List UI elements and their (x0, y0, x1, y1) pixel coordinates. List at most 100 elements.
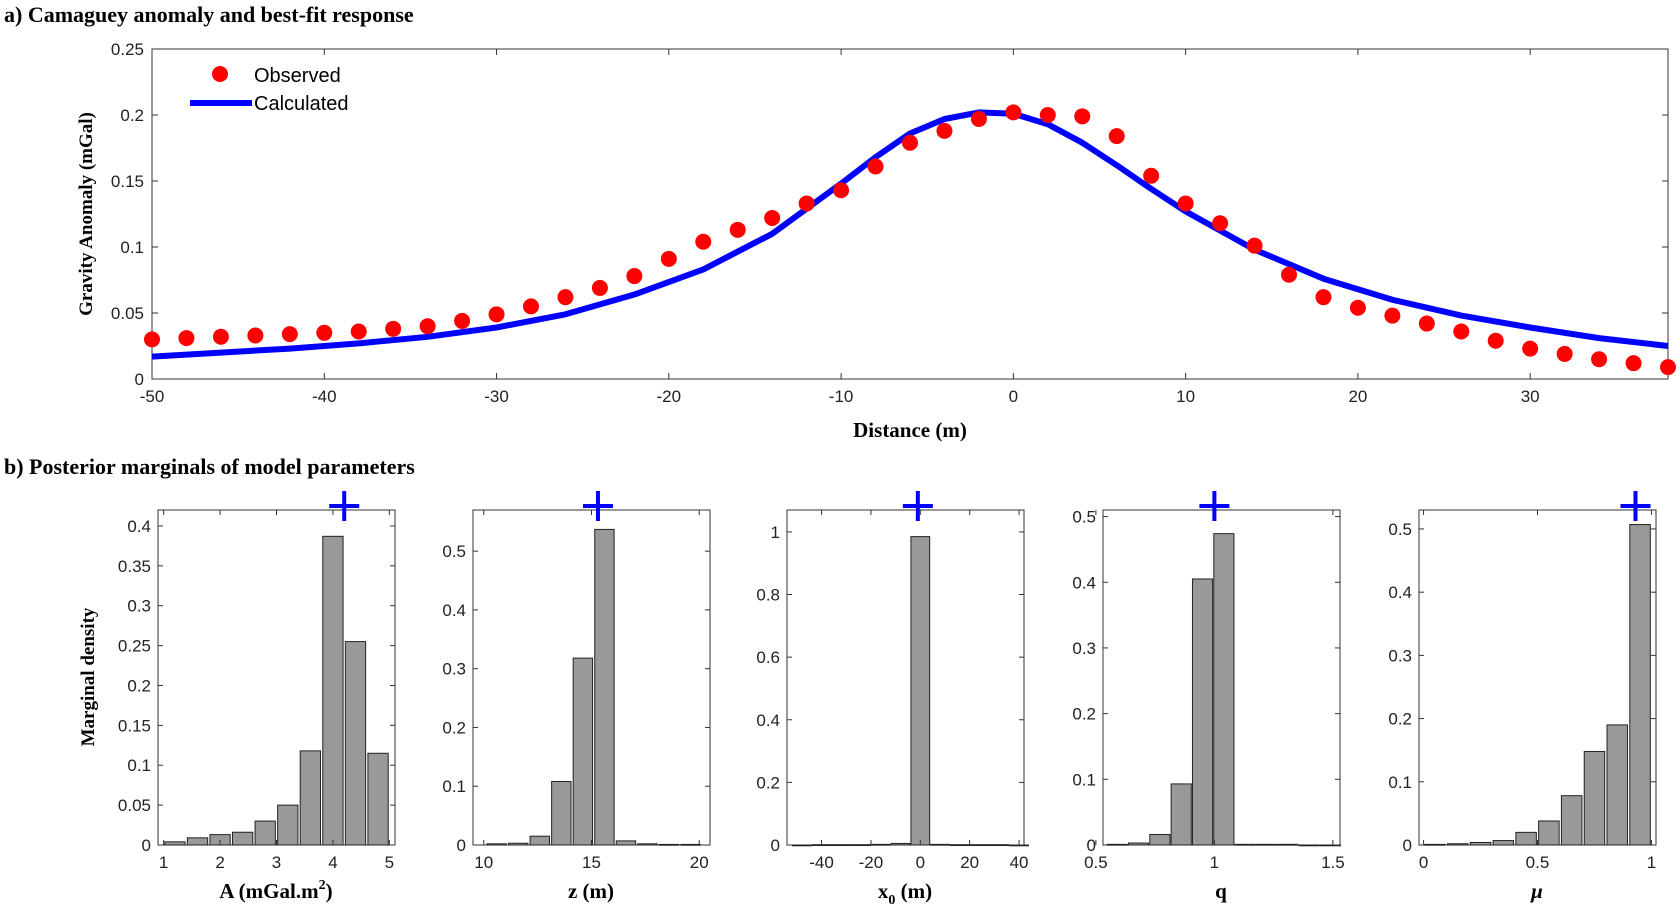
observed-point (1246, 237, 1263, 254)
x-tick-label: 30 (1521, 387, 1540, 406)
subplot-q: q 0.5 1 1.5 0 0.1 0.2 0.3 0.4 0.5 (1072, 491, 1345, 903)
y-tick-label: 0.3 (1388, 646, 1412, 665)
observed-point (1625, 355, 1642, 372)
x-tick-label: 1 (1647, 853, 1656, 872)
y-tick-label: 0.4 (1072, 573, 1096, 592)
histogram-bar (1213, 533, 1235, 846)
best-fit-plus-marker (582, 491, 613, 521)
y-tick-label: 0.1 (442, 777, 466, 796)
subplot-A: A (mGal.m2) 1 2 3 4 5 0 0.05 0.1 0.15 0.2 0.25 0.3 0… (118, 491, 396, 903)
subplot-x0-xlabel: x0 (m) (878, 879, 932, 908)
y-tick-label: 0.5 (442, 542, 466, 561)
y-tick-label: 0 (1403, 836, 1412, 855)
x-tick-label: -40 (312, 387, 337, 406)
y-tick-label: 0.4 (127, 517, 151, 536)
y-tick-label: 0.4 (756, 711, 780, 730)
subplot-mu: μ 0 0.5 1 0 0.1 0.2 0.3 0.4 0.5 (1388, 491, 1657, 903)
observed-point (695, 233, 712, 250)
observed-point (1522, 340, 1539, 357)
observed-point (1005, 104, 1022, 121)
histogram-bar (572, 657, 594, 846)
histogram-bar (367, 752, 389, 846)
calculated-series-line (151, 109, 1669, 360)
observed-point (1418, 315, 1435, 332)
histogram-bar (231, 831, 254, 846)
histogram-bar (299, 750, 322, 846)
y-tick-label: 1 (771, 523, 780, 542)
x-tick-label: 0.5 (1084, 853, 1108, 872)
y-tick-label: 0.35 (118, 557, 151, 576)
x-tick-label: -10 (829, 387, 854, 406)
observed-point (144, 331, 160, 348)
y-tick-label: 0.2 (1072, 705, 1096, 724)
subplot-q-xlabel: q (1215, 879, 1227, 903)
histogram-bar (949, 844, 970, 846)
y-tick-label: 0 (771, 836, 780, 855)
subplot-x0: x0 (m) -40 -20 0 20 40 0 0.2 0.4 0.6 0.8 1 (756, 491, 1029, 908)
y-tick-label: 0.5 (1388, 520, 1412, 539)
histogram-bar (969, 844, 990, 846)
panel-a-plot: -50 -40 -30 -20 -10 0 10 20 30 0 0.05 0.1 0.15 0.2 0.2… (76, 40, 1676, 442)
observed-point (488, 306, 505, 323)
observed-point (1453, 323, 1470, 340)
histogram-bar (1191, 578, 1214, 846)
x-tick-label: 20 (1348, 387, 1367, 406)
x-tick-label: -30 (484, 387, 509, 406)
histogram-bar (1446, 843, 1469, 846)
x-tick-label: 20 (960, 853, 979, 872)
histogram-bar (1492, 840, 1515, 846)
x-tick-label: 0 (1009, 387, 1018, 406)
observed-point (1591, 351, 1608, 368)
histogram-bar (1170, 783, 1192, 846)
observed-point (178, 330, 195, 347)
histogram-bar (551, 781, 572, 846)
observed-point (1487, 332, 1504, 349)
histogram-bar (851, 844, 871, 846)
x-tick-label: 0 (916, 853, 925, 872)
histogram-bar (186, 837, 209, 846)
observed-point (798, 195, 815, 212)
histogram-bar (1298, 844, 1320, 847)
histogram-bar (344, 641, 367, 846)
observed-point (281, 326, 298, 343)
x-tick-label: 5 (385, 853, 394, 872)
y-tick-label: 0.1 (127, 756, 151, 775)
panel-a-title: a) Camaguey anomaly and best-fit respons… (4, 2, 414, 27)
histogram-bar (1319, 844, 1342, 847)
observed-point (316, 324, 333, 341)
observed-point (454, 312, 471, 329)
legend-calculated-label: Calculated (254, 93, 349, 115)
histogram-bar (164, 841, 186, 846)
histogram-bar (1424, 843, 1446, 846)
histogram-bar (1106, 843, 1128, 846)
histogram-bar (529, 835, 550, 846)
subplot-mu-xlabel: μ (1530, 879, 1543, 903)
histogram-bar (1629, 524, 1651, 846)
observed-point (833, 182, 850, 199)
panel-b-title: b) Posterior marginals of model paramete… (4, 454, 415, 479)
observed-point (1143, 167, 1160, 184)
y-tick-label: 0 (142, 836, 151, 855)
observed-point (970, 110, 987, 127)
observed-point (1177, 195, 1194, 212)
histogram-bar (989, 844, 1010, 846)
panel-b-ylabel: Marginal density (78, 607, 99, 746)
histogram-bar (910, 536, 931, 846)
x-tick-label: 20 (690, 853, 709, 872)
observed-point (385, 320, 402, 337)
histogram-bar (791, 844, 812, 847)
y-tick-label: 0.4 (442, 601, 466, 620)
observed-point (1349, 299, 1366, 316)
observed-point (591, 279, 608, 296)
observed-point (1074, 108, 1091, 125)
y-tick-label: 0.2 (756, 773, 780, 792)
observed-point (764, 209, 781, 226)
panel-a-frame (151, 48, 1669, 380)
observed-point (867, 158, 884, 175)
observed-point (1281, 266, 1297, 283)
x-tick-label: 15 (582, 853, 601, 872)
observed-point (247, 327, 264, 344)
y-tick-label: 0.1 (120, 238, 144, 257)
histogram-bar (637, 843, 658, 846)
